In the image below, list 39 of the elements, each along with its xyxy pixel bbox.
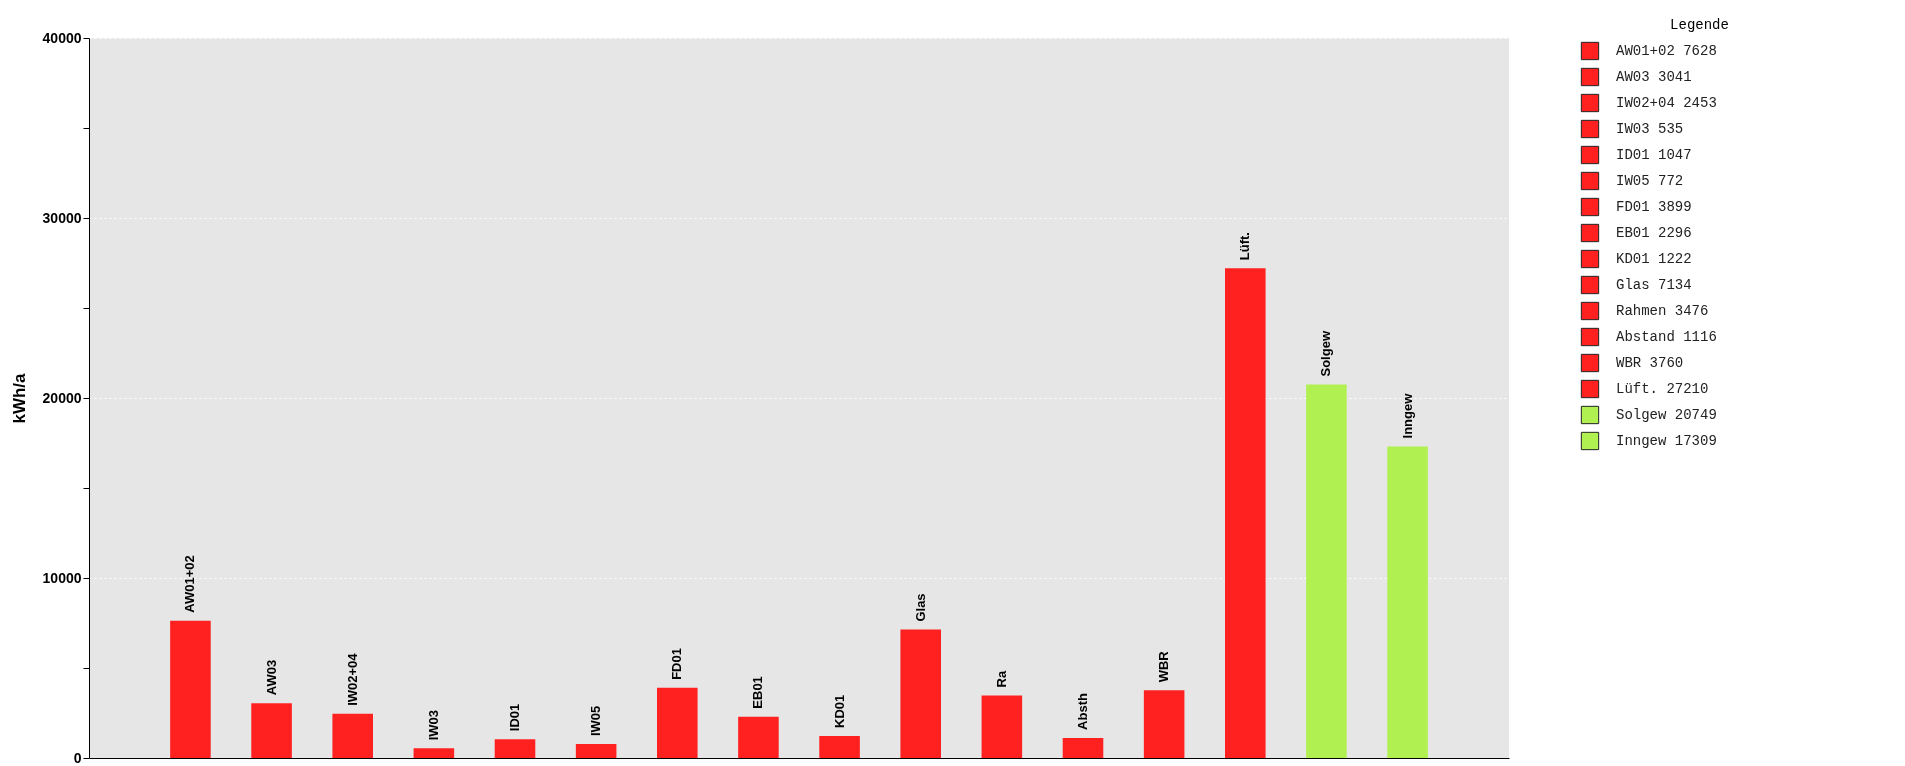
legend-label: Inngew 17309 (1616, 433, 1717, 449)
legend-label: Rahmen 3476 (1616, 303, 1709, 319)
x-tick-label: EB01 (750, 676, 766, 709)
legend-label: AW03 3041 (1616, 69, 1692, 85)
x-tick-label: Ra (993, 670, 1009, 688)
legend-label: FD01 3899 (1616, 199, 1692, 215)
y-axis-title: kWh/a (9, 372, 29, 424)
x-tick-label: Solgew (1318, 330, 1334, 377)
legend-label: EB01 2296 (1616, 225, 1692, 241)
legend-title: Legende (1670, 17, 1729, 33)
x-tick-label: Inngew (1399, 392, 1415, 439)
legend-label: IW03 535 (1616, 121, 1684, 137)
legend-label: IW05 772 (1616, 173, 1684, 189)
legend-label: Glas 7134 (1616, 277, 1692, 293)
x-tick-label: Lüft. (1237, 232, 1253, 261)
x-tick-label: WBR (1156, 650, 1172, 683)
x-tick-label: Glas (912, 593, 928, 622)
y-tick-label: 10000 (42, 569, 82, 586)
legend-label: IW02+04 2453 (1616, 95, 1717, 111)
x-tick-label: AW01+02 (182, 555, 198, 613)
x-tick-label: KD01 (831, 694, 847, 728)
x-tick-label: AW03 (263, 659, 279, 696)
x-tick-label: FD01 (669, 648, 685, 680)
legend-label: Abstand 1116 (1616, 329, 1717, 345)
y-tick-label: 30000 (42, 209, 82, 226)
y-tick-label: 20000 (42, 389, 82, 406)
x-tick-label: Absth (1075, 693, 1090, 730)
legend-label: AW01+02 7628 (1616, 43, 1717, 59)
legend-label: Solgew 20749 (1616, 407, 1717, 423)
legend-label: WBR 3760 (1616, 355, 1684, 371)
x-tick-label: IW03 (425, 710, 441, 741)
y-tick-label: 40000 (42, 29, 82, 46)
legend-label: KD01 1222 (1616, 251, 1692, 267)
legend-label: ID01 1047 (1616, 147, 1692, 163)
x-tick-label: IW02+04 (344, 652, 360, 706)
y-tick-label: 0 (73, 749, 82, 766)
legend-label: Lüft. 27210 (1616, 381, 1709, 397)
x-tick-label: IW05 (588, 705, 604, 737)
x-tick-label: ID01 (507, 703, 522, 732)
